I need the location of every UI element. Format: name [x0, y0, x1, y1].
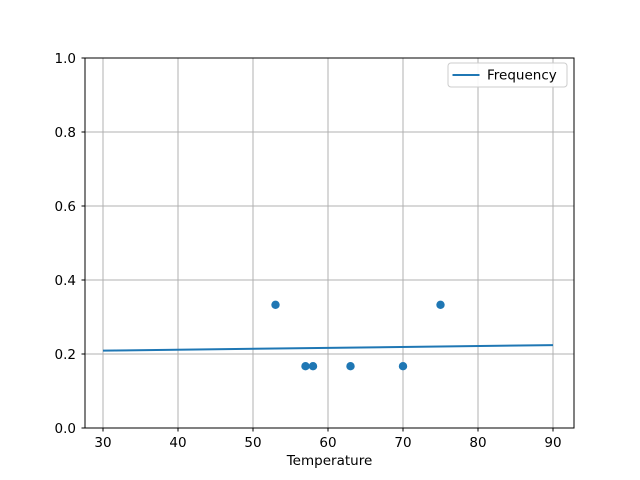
scatter-point: [301, 362, 310, 371]
scatter-point: [308, 362, 318, 371]
x-tick-label: 50: [244, 435, 261, 451]
y-tick-label: 0.2: [55, 347, 76, 363]
scatter-point: [436, 300, 445, 309]
tick-layer: 30 40 50 60 70 80 90 0.0 0.2 0.4 0.6 0.8 1.0: [55, 51, 562, 451]
legend-label: Frequency: [487, 68, 557, 84]
x-tick-label: 90: [544, 435, 561, 451]
trend-line: [102, 344, 554, 352]
x-axis-label: Temperature: [286, 453, 373, 469]
scatter-point: [271, 300, 280, 309]
legend: Frequency: [447, 62, 568, 88]
y-tick-label: 1.0: [55, 51, 76, 67]
x-tick-label: 60: [319, 435, 336, 451]
series-layer: [102, 300, 554, 371]
y-tick-label: 0.6: [55, 199, 76, 215]
x-tick-label: 30: [94, 435, 111, 451]
scatter-point: [398, 362, 408, 371]
y-tick-label: 0.4: [55, 273, 76, 289]
x-tick-label: 40: [169, 435, 186, 451]
y-tick-label: 0.8: [55, 125, 76, 141]
x-tick-label: 80: [469, 435, 486, 451]
grid-layer: [85, 57, 574, 429]
legend-frame: [447, 62, 568, 88]
plot-border: [84, 57, 575, 429]
scatter-point: [346, 362, 355, 371]
y-tick-label: 0.0: [55, 421, 76, 437]
x-tick-label: 70: [394, 435, 411, 451]
